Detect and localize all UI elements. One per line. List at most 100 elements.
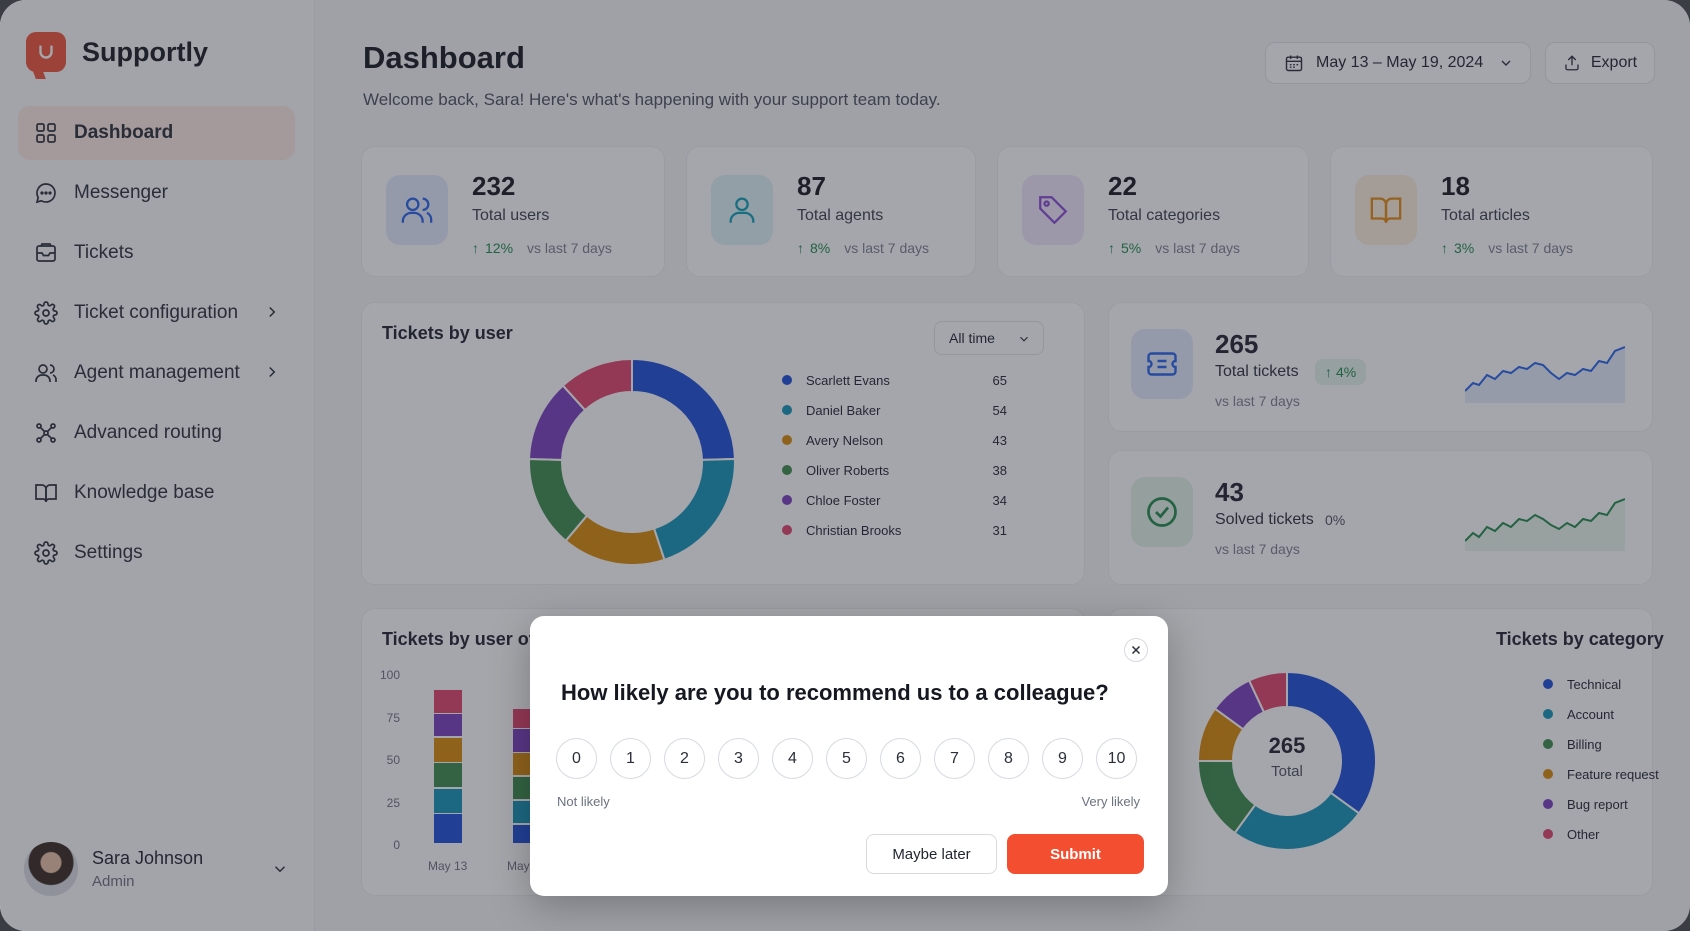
legend-dot [1543, 739, 1553, 749]
solved-tickets-sparkline [1465, 498, 1625, 551]
stat-label: Total agents [797, 207, 884, 224]
ticket-total-change: ↑ 4% [1315, 359, 1367, 385]
legend-value: 65 [992, 372, 1007, 388]
category-donut-chart [1197, 671, 1377, 851]
date-range-picker[interactable]: May 13 – May 19, 2024 [1265, 42, 1531, 84]
book-icon [35, 484, 57, 503]
nps-option-0[interactable]: 0 [556, 738, 597, 779]
donut-slice[interactable] [1286, 671, 1377, 815]
legend-label: Technical [1567, 676, 1622, 692]
sidebar-item-knowledge-base[interactable]: Knowledge base [18, 466, 295, 520]
legend-label: Billing [1567, 736, 1602, 752]
time-filter-select[interactable]: All time [934, 321, 1044, 355]
brand[interactable]: Supportly [26, 32, 208, 72]
nps-option-4[interactable]: 4 [772, 738, 813, 779]
donut-slice[interactable] [1247, 671, 1288, 714]
user-role: Admin [92, 873, 135, 890]
stat-change-value: 3% [1454, 240, 1475, 256]
legend-item: Christian Brooks 31 [782, 515, 1007, 545]
legend-item: Feature request10% [1543, 759, 1690, 789]
legend-dot [1543, 679, 1553, 689]
stat-change-value: 5% [1121, 240, 1142, 256]
solved-tickets-label: Solved tickets [1215, 511, 1314, 528]
export-button[interactable]: Export [1545, 42, 1655, 84]
sidebar-item-label: Advanced routing [74, 422, 222, 443]
legend-dot [782, 495, 792, 505]
page-title: Dashboard [363, 40, 525, 75]
sidebar-item-dashboard[interactable]: Dashboard [18, 106, 295, 160]
nps-option-10[interactable]: 10 [1096, 738, 1137, 779]
sidebar-item-label: Settings [74, 542, 143, 563]
nps-option-3[interactable]: 3 [718, 738, 759, 779]
bar-segment[interactable] [434, 714, 462, 737]
legend-value: 31 [992, 522, 1007, 538]
stat-icon-bg [711, 175, 773, 245]
book-icon [1370, 197, 1402, 223]
legend-label: Scarlett Evans [806, 372, 890, 388]
stat-value: 232 [472, 171, 516, 201]
total-tickets-card: 265 Total tickets ↑ 4% vs last 7 days [1108, 302, 1653, 432]
sidebar-item-tickets[interactable]: Tickets [18, 226, 295, 280]
stat-icon-bg [1131, 477, 1193, 547]
legend-value: 54 [992, 402, 1007, 418]
bar-segment[interactable] [434, 814, 462, 844]
bar-segment[interactable] [434, 737, 462, 762]
ticket-total-change-value: 4% [1336, 364, 1357, 380]
category-center-label: Total [1271, 763, 1303, 780]
nps-option-1[interactable]: 1 [610, 738, 651, 779]
category-legend: Technical35%Account25%Billing15%Feature … [1543, 669, 1690, 849]
nps-option-8[interactable]: 8 [988, 738, 1029, 779]
legend-value: 38 [992, 462, 1007, 478]
users-icon [35, 364, 57, 382]
stat-value: 22 [1108, 171, 1137, 201]
gear-icon [34, 301, 58, 325]
nps-option-7[interactable]: 7 [934, 738, 975, 779]
legend-value: 43 [992, 432, 1007, 448]
nps-option-6[interactable]: 6 [880, 738, 921, 779]
bar-segment[interactable] [434, 788, 462, 813]
sidebar-item-advanced-routing[interactable]: Advanced routing [18, 406, 295, 460]
bar-segment[interactable] [434, 690, 462, 713]
donut-slice[interactable] [561, 357, 633, 412]
chevron-down-icon [1020, 336, 1028, 342]
nps-option-5[interactable]: 5 [826, 738, 867, 779]
category-center: 265 Total [1257, 733, 1317, 780]
sidebar-item-label: Ticket configuration [74, 302, 239, 323]
submit-button[interactable]: Submit [1007, 834, 1144, 874]
stat-card-articles: 18 Total articles ↑ 3% vs last 7 days [1330, 146, 1653, 277]
legend-dot [1543, 799, 1553, 809]
maybe-later-button[interactable]: Maybe later [866, 834, 997, 874]
user-menu[interactable]: Sara Johnson Admin [24, 842, 289, 896]
arrow-up-icon: ↑ [797, 240, 804, 256]
sidebar-item-label: Tickets [74, 242, 134, 263]
stat-change: ↑ 3% vs last 7 days [1441, 240, 1573, 256]
legend-label: Other [1567, 826, 1600, 842]
legend-item: Other7% [1543, 819, 1690, 849]
nps-option-9[interactable]: 9 [1042, 738, 1083, 779]
legend-label: Bug report [1567, 796, 1628, 812]
chevron-down-icon [274, 866, 286, 873]
bar-segment[interactable] [434, 763, 462, 788]
legend-item: Oliver Roberts 38 [782, 455, 1007, 485]
user-icon [729, 197, 755, 223]
stat-value: 87 [797, 171, 826, 201]
legend-item: Scarlett Evans 65 [782, 365, 1007, 395]
date-range-label: May 13 – May 19, 2024 [1316, 54, 1484, 71]
user-name: Sara Johnson [92, 848, 204, 868]
sidebar-item-ticket-configuration[interactable]: Ticket configuration [18, 286, 295, 340]
sidebar-item-label: Knowledge base [74, 482, 215, 503]
legend-label: Daniel Baker [806, 402, 881, 418]
chevron-right-icon [269, 366, 276, 378]
users-icon [401, 197, 433, 223]
nps-option-2[interactable]: 2 [664, 738, 705, 779]
sidebar-item-messenger[interactable]: Messenger [18, 166, 295, 220]
legend-dot [1543, 829, 1553, 839]
x-tick-label: May 13 [428, 859, 468, 873]
sidebar-item-agent-management[interactable]: Agent management [18, 346, 295, 400]
close-button[interactable] [1124, 638, 1148, 662]
solved-tickets-card: 43 Solved tickets 0% vs last 7 days [1108, 450, 1653, 585]
legend-label: Account [1567, 706, 1614, 722]
sidebar-item-settings[interactable]: Settings [18, 526, 295, 580]
stat-vs: vs last 7 days [1155, 240, 1241, 256]
legend-value: 34 [992, 492, 1007, 508]
